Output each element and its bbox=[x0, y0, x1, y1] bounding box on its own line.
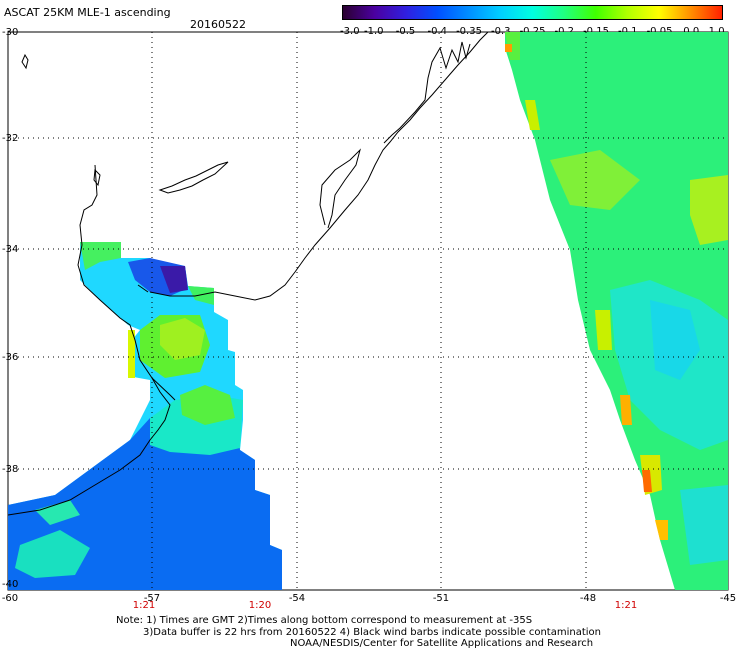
lon-label: -51 bbox=[432, 593, 450, 604]
lat-label: -30 bbox=[2, 27, 19, 38]
note-line-1: Note: 1) Times are GMT 2)Times along bot… bbox=[116, 615, 533, 626]
lat-label: -34 bbox=[2, 244, 19, 255]
product-date: 20160522 bbox=[190, 18, 246, 31]
note-line-2: 3)Data buffer is 22 hrs from 20160522 4)… bbox=[143, 627, 601, 638]
lat-label: -36 bbox=[2, 352, 19, 363]
time-label: 1:21 bbox=[132, 600, 156, 611]
time-label: 1:20 bbox=[248, 600, 272, 611]
product-title: ASCAT 25KM MLE-1 ascending bbox=[4, 6, 171, 19]
time-label: 1:21 bbox=[614, 600, 638, 611]
lon-label: -45 bbox=[719, 593, 737, 604]
graticule bbox=[8, 32, 728, 590]
lon-label: -54 bbox=[288, 593, 306, 604]
right-swath bbox=[505, 32, 728, 590]
lat-label: -38 bbox=[2, 464, 19, 475]
coastline bbox=[7, 31, 489, 516]
color-scale-bar bbox=[342, 5, 723, 20]
note-line-3: NOAA/NESDIS/Center for Satellite Applica… bbox=[290, 638, 594, 649]
left-swath bbox=[8, 242, 282, 590]
lat-label: -32 bbox=[2, 133, 19, 144]
lon-label: -57 bbox=[143, 593, 161, 604]
lat-label: -40 bbox=[2, 579, 19, 590]
lon-label: -60 bbox=[1, 593, 19, 604]
lon-label: -48 bbox=[579, 593, 597, 604]
